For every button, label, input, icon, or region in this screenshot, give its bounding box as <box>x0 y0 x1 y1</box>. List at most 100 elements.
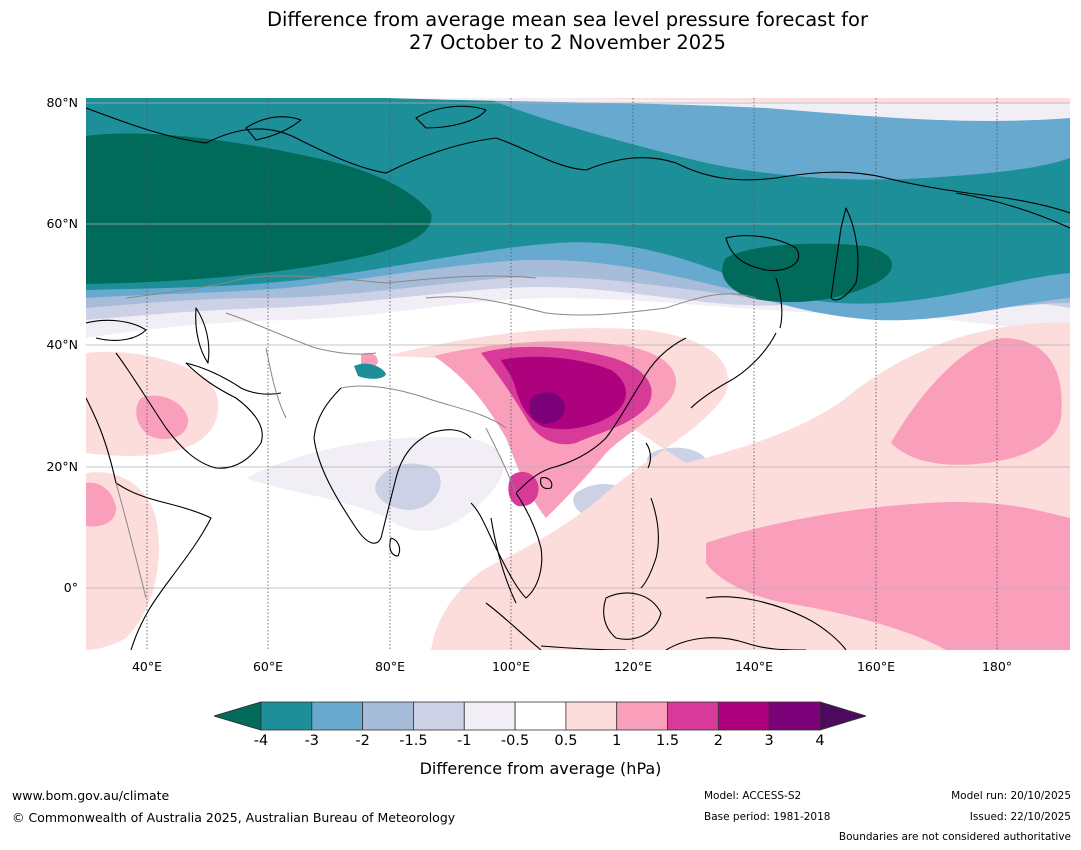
coast-persian-gulf <box>185 362 282 395</box>
anomaly-north-edge-minus <box>386 98 1070 121</box>
coast-hainan <box>540 477 553 490</box>
footer-copyright: © Commonwealth of Australia 2025, Austra… <box>12 810 456 825</box>
coast-africa-horn <box>115 482 212 650</box>
coast-india <box>313 387 472 544</box>
colorbar-over-triangle <box>819 701 866 731</box>
coast-okhotsk <box>725 235 799 272</box>
coast-new-guinea <box>705 596 847 650</box>
anomaly-arabia-plus-1 <box>136 395 188 440</box>
border-himalaya <box>340 385 507 429</box>
colorbar-tick-label: 1 <box>612 733 622 749</box>
border-iran-afghan <box>265 347 287 419</box>
lon-label-120: 120°E <box>613 659 652 674</box>
colorbar-tick-label: -1 <box>457 733 472 749</box>
coast-black-sea <box>86 319 147 341</box>
coast-australia-north <box>665 637 807 650</box>
border-se-asia <box>485 427 517 494</box>
colorbar-tick-label: -0.5 <box>500 733 530 749</box>
colorbar-cell-3 <box>362 701 414 731</box>
coast-philippines <box>640 497 660 589</box>
colorbar-cell-7 <box>565 701 618 731</box>
colorbar-tick-label: -4 <box>253 733 269 749</box>
anomaly-north-edge-plus <box>566 98 1070 104</box>
anomaly-kashmir-minus <box>354 363 386 379</box>
colorbar-cells <box>260 701 821 731</box>
coast-japan <box>690 332 777 409</box>
lat-label-20: 20°N <box>46 459 78 474</box>
anomaly-band-minus-4-east <box>722 243 893 303</box>
map-title: Difference from average mean sea level p… <box>0 8 1081 54</box>
colorbar-cell-1 <box>260 701 313 731</box>
coast-sumatra <box>485 602 542 650</box>
lon-label-60: 60°E <box>252 659 284 674</box>
colorbar-cell-8 <box>616 701 668 731</box>
colorbar-under-triangle <box>214 701 262 731</box>
lat-label-0: 0° <box>63 580 78 595</box>
coast-taymyr <box>415 105 487 129</box>
title-line-2: 27 October to 2 November 2025 <box>409 31 726 54</box>
border-russia-kazakhstan <box>125 275 537 299</box>
colorbar-cell-11 <box>768 701 821 731</box>
footer-issued: Issued: 22/10/2025 <box>969 811 1071 823</box>
coast-caspian <box>195 307 210 364</box>
footer-model: Model: ACCESS-S2 <box>704 790 802 802</box>
colorbar-tick-label: 4 <box>815 733 825 749</box>
coast-borneo <box>603 592 662 640</box>
anomaly-band-minus-4-west <box>86 133 432 284</box>
pressure-anomaly-map <box>86 98 1070 650</box>
coast-arabia <box>115 352 263 469</box>
colorbar-cell-5 <box>463 701 516 731</box>
anomaly-africa-plus-1 <box>86 482 116 527</box>
coast-novaya-zemlya <box>245 116 302 141</box>
lon-label-160: 160°E <box>856 659 895 674</box>
anomaly-pacific-plus-1-north <box>891 338 1062 465</box>
lon-label-80: 80°E <box>374 659 406 674</box>
colorbar-tick-label: 3 <box>764 733 774 749</box>
colorbar-tick-label: -3 <box>304 733 320 749</box>
colorbar-tick-label: 2 <box>713 733 723 749</box>
coast-taiwan <box>645 442 651 469</box>
lat-label-80: 80°N <box>46 95 78 110</box>
anomaly-india-minus <box>246 437 504 532</box>
lat-label-60: 60°N <box>46 216 78 231</box>
title-line-1: Difference from average mean sea level p… <box>267 8 868 31</box>
footer-website[interactable]: www.bom.gov.au/climate <box>12 788 170 803</box>
colorbar-cell-10 <box>717 701 770 731</box>
coast-malay-peninsula <box>490 517 517 604</box>
colorbar-cell-6 <box>514 701 567 731</box>
footer-disclaimer: Boundaries are not considered authoritat… <box>838 831 1071 843</box>
coastlines <box>86 105 1070 650</box>
anomaly-indochina-plus-1.5 <box>508 471 539 507</box>
anomaly-bengal-minus <box>375 463 441 510</box>
lon-label-180: 180° <box>981 659 1013 674</box>
coast-alaska <box>955 192 1070 229</box>
colorbar-cell-9 <box>667 701 719 731</box>
border-central-asia <box>225 312 377 355</box>
border-africa <box>115 482 147 599</box>
colorbar-cell-2 <box>311 701 364 731</box>
colorbar <box>214 701 866 731</box>
coast-indochina <box>470 492 543 599</box>
anomaly-eastasia-plus-3 <box>529 392 565 424</box>
coast-java <box>540 645 627 650</box>
colorbar-label: Difference from average (hPa) <box>419 759 662 778</box>
anomaly-pacific-plus-1-south <box>706 501 1070 650</box>
footer-model-run: Model run: 20/10/2025 <box>951 790 1071 802</box>
country-borders <box>115 275 757 599</box>
border-china-mongolia <box>425 293 757 316</box>
coast-kamchatka <box>830 207 859 301</box>
lon-label-40: 40°E <box>131 659 163 674</box>
lon-label-140: 140°E <box>734 659 773 674</box>
coast-red-sea <box>86 397 117 484</box>
coast-korea-china <box>515 337 687 494</box>
longitude-gridlines <box>146 98 998 650</box>
colorbar-cell-4 <box>413 701 465 731</box>
lon-label-100: 100°E <box>491 659 530 674</box>
lat-label-40: 40°N <box>46 337 78 352</box>
coast-eurasia-north <box>86 107 1070 214</box>
coast-sri-lanka <box>389 537 401 557</box>
footer-base-period: Base period: 1981-2018 <box>704 811 831 823</box>
colorbar-tick-label: -2 <box>355 733 370 749</box>
colorbar-tick-label: -1.5 <box>399 733 428 749</box>
coast-sakhalin <box>775 277 783 329</box>
